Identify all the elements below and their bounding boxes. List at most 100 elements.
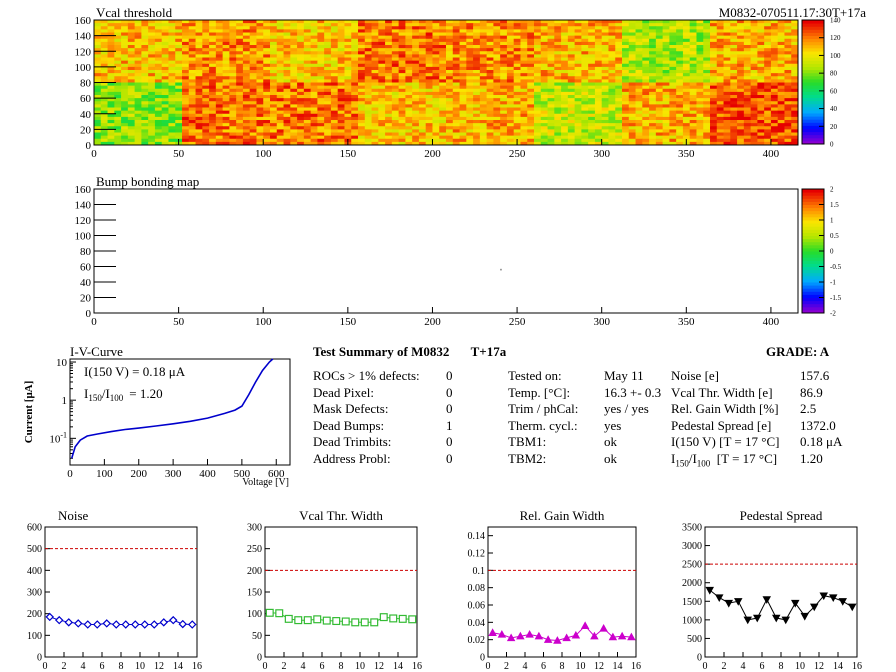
vcal-threshold-cell <box>364 101 372 105</box>
vcal-threshold-cell <box>561 116 569 121</box>
vcal-threshold-cell <box>588 88 596 93</box>
vcal-threshold-cell <box>486 70 494 74</box>
vcal-threshold-cell <box>466 45 474 49</box>
vcal-threshold-palette-tick-label: 0 <box>830 141 834 149</box>
vcal-threshold-palette-swatch <box>802 122 824 126</box>
vcal-threshold-cell <box>236 82 244 87</box>
vcal-threshold-cell <box>297 35 305 40</box>
vcal-threshold-cell <box>737 35 745 40</box>
vcal-threshold-cell <box>500 138 508 143</box>
vcal-threshold-cell <box>283 79 291 83</box>
vcal-threshold-cell <box>506 104 515 108</box>
vcal-threshold-cell <box>364 132 372 137</box>
vcal-threshold-cell <box>784 129 792 133</box>
vcal-threshold-x-tick-label: 50 <box>173 148 185 160</box>
vcal-threshold-cell <box>473 113 481 118</box>
vcal-threshold-cell <box>473 23 481 27</box>
vcal-threshold-cell <box>188 38 196 43</box>
vcal-threshold-cell <box>276 26 284 30</box>
vcal-threshold-cell <box>574 20 582 24</box>
vcal-threshold-cell <box>324 141 332 146</box>
vcal-threshold-palette-swatch <box>802 60 824 64</box>
vcal-threshold-cell <box>520 57 528 62</box>
vcal-threshold-cell <box>730 66 738 71</box>
vcal-threshold-cell <box>567 132 576 137</box>
vcal-threshold-cell <box>175 41 183 46</box>
vcal-threshold-cell <box>655 120 664 124</box>
vcal-threshold-cell <box>635 57 643 62</box>
vcal-threshold-cell <box>730 135 738 140</box>
result-label: I150/I100 [T = 17 °C] <box>671 450 778 469</box>
vcal-threshold-cell <box>297 26 305 30</box>
vcal-threshold-cell <box>371 57 379 62</box>
vcal-threshold-cell <box>100 95 108 99</box>
vcal-threshold-cell <box>175 91 183 96</box>
vcal-threshold-cell <box>561 60 569 65</box>
bump-bonding-palette-swatch <box>802 300 824 305</box>
vcal-threshold-cell <box>486 20 494 24</box>
vcal-threshold-cell <box>520 88 528 93</box>
vcal-thr-width-x-tick-label: 4 <box>301 661 306 672</box>
vcal-threshold-cell <box>574 54 582 58</box>
vcal-threshold-cell <box>249 126 257 130</box>
vcal-threshold-cell <box>371 141 379 146</box>
vcal-threshold-cell <box>154 60 163 65</box>
vcal-threshold-cell <box>148 26 156 30</box>
bump-bonding-palette-swatch <box>802 251 824 255</box>
vcal-threshold-cell <box>398 104 406 108</box>
vcal-thr-width-point <box>322 616 331 625</box>
vcal-threshold-cell <box>750 95 758 99</box>
vcal-threshold-cell <box>493 76 501 80</box>
vcal-threshold-cell <box>628 20 636 24</box>
vcal-threshold-cell <box>127 129 136 133</box>
vcal-threshold-cell <box>534 126 542 130</box>
vcal-threshold-cell <box>405 73 413 77</box>
vcal-threshold-cell <box>276 23 284 27</box>
vcal-threshold-cell <box>561 107 569 112</box>
vcal-threshold-cell <box>473 95 481 99</box>
vcal-threshold-cell <box>303 126 312 130</box>
bump-bonding-y-tick-label: 140 <box>75 200 92 212</box>
iv-y-tick-label: 10 <box>56 357 68 369</box>
vcal-threshold-cell <box>520 85 528 90</box>
vcal-threshold-cell <box>594 41 603 46</box>
vcal-threshold-cell <box>344 26 352 30</box>
vcal-threshold-cell <box>398 23 406 27</box>
vcal-threshold-cell <box>391 57 400 62</box>
vcal-threshold-cell <box>209 85 217 90</box>
vcal-threshold-cell <box>297 104 305 108</box>
vcal-threshold-cell <box>317 120 325 124</box>
vcal-threshold-palette-swatch <box>802 47 824 52</box>
vcal-threshold-cell <box>500 98 508 102</box>
vcal-threshold-cell <box>493 120 501 124</box>
vcal-threshold-cell <box>134 48 142 52</box>
vcal-threshold-cell <box>256 20 264 24</box>
vcal-threshold-cell <box>750 138 758 143</box>
vcal-threshold-cell <box>290 20 298 24</box>
vcal-threshold-cell <box>418 54 427 58</box>
vcal-threshold-cell <box>405 82 413 87</box>
vcal-threshold-cell <box>506 107 515 112</box>
vcal-threshold-cell <box>601 20 609 24</box>
vcal-threshold-cell <box>716 60 724 65</box>
vcal-threshold-cell <box>581 35 589 40</box>
vcal-threshold-cell <box>439 141 447 146</box>
vcal-threshold-cell <box>418 57 427 62</box>
vcal-threshold-cell <box>594 57 603 62</box>
vcal-threshold-cell <box>242 135 251 140</box>
vcal-threshold-cell <box>175 95 183 99</box>
vcal-threshold-cell <box>689 54 697 58</box>
vcal-threshold-cell <box>202 79 210 83</box>
vcal-threshold-cell <box>459 129 467 133</box>
vcal-threshold-cell <box>425 82 433 87</box>
vcal-threshold-cell <box>378 70 386 74</box>
vcal-threshold-cell <box>391 120 400 124</box>
vcal-threshold-cell <box>175 116 183 121</box>
vcal-threshold-cell <box>493 70 501 74</box>
vcal-threshold-cell <box>649 135 657 140</box>
vcal-threshold-cell <box>134 20 142 24</box>
vcal-threshold-cell <box>371 85 379 90</box>
vcal-threshold-cell <box>283 23 291 27</box>
vcal-threshold-cell <box>330 66 339 71</box>
vcal-threshold-cell <box>689 20 697 24</box>
